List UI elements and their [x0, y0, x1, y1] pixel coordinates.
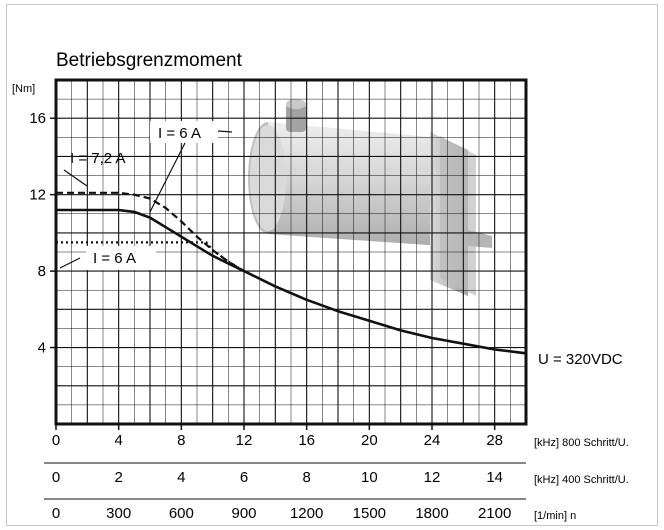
y-tick-label: 4	[38, 340, 46, 357]
x-tick-label-freq400: 6	[240, 469, 248, 486]
x-tick-label-speed: 900	[231, 505, 256, 522]
x-tick-label-freq800: 8	[177, 432, 185, 449]
x-tick-label-freq800: 20	[361, 432, 378, 449]
label-i-6-a-bottom: I = 6 A	[93, 250, 136, 267]
x-tick-label-freq800: 12	[236, 432, 253, 449]
y-axis-unit: [Nm]	[12, 83, 35, 95]
motor-photo-icon	[248, 99, 492, 296]
x-tick-label-freq400: 12	[424, 469, 441, 486]
x-tick-label-freq400: 14	[486, 469, 503, 486]
x-tick-label-speed: 2100	[478, 505, 511, 522]
label-i-7-2-a: I = 7,2 A	[70, 150, 125, 167]
x-tick-label-speed: 1800	[415, 505, 448, 522]
x-tick-label-freq800: 28	[486, 432, 503, 449]
x-tick-label-freq400: 4	[177, 469, 185, 486]
x-tick-label-freq400: 10	[361, 469, 378, 486]
y-tick-label: 12	[29, 187, 46, 204]
x-tick-label-speed: 300	[106, 505, 131, 522]
x-tick-label-speed: 600	[169, 505, 194, 522]
x-tick-label-speed: 1500	[353, 505, 386, 522]
y-ticks: 4 8 12 16	[29, 110, 56, 357]
x-tick-label-freq400: 0	[52, 469, 60, 486]
label-voltage: U = 320VDC	[538, 351, 623, 368]
plot-border	[54, 78, 528, 426]
x-tick-label-freq800: 16	[298, 432, 315, 449]
x-tick-label-speed: 0	[52, 505, 60, 522]
x-axis-unit-freq800: [kHz] 800 Schritt/U.	[534, 437, 629, 449]
chart-title: Betriebsgrenzmoment	[56, 50, 243, 71]
series-line-dotted	[56, 241, 245, 273]
x-tick-label-freq800: 0	[52, 432, 60, 449]
series-layer	[56, 191, 527, 355]
x-axis-unit-speed: [1/min] n	[534, 510, 576, 522]
x-tick-label-freq800: 24	[424, 432, 441, 449]
annotation-dotted: I = 6 A	[59, 246, 156, 270]
x-axes: 0 4 8 12 16 20 24 28 [kHz] 800 Schritt/U.0 2 4 6 8 10…	[44, 424, 629, 522]
x-tick-label-freq400: 2	[114, 469, 122, 486]
x-tick-label-speed: 1200	[290, 505, 323, 522]
annotation-mid: I = 6 A	[149, 121, 233, 213]
x-tick-label-freq400: 8	[302, 469, 310, 486]
x-axis-unit-freq400: [kHz] 400 Schritt/U.	[534, 474, 629, 486]
label-i-6-a-top: I = 6 A	[158, 125, 201, 142]
y-tick-label: 8	[38, 263, 46, 280]
annotation-dashed: I = 7,2 A	[63, 150, 125, 187]
x-tick-label-freq800: 4	[114, 432, 122, 449]
y-tick-label: 16	[29, 110, 46, 127]
chart-frame	[6, 4, 658, 526]
series-line-solid	[56, 208, 527, 355]
